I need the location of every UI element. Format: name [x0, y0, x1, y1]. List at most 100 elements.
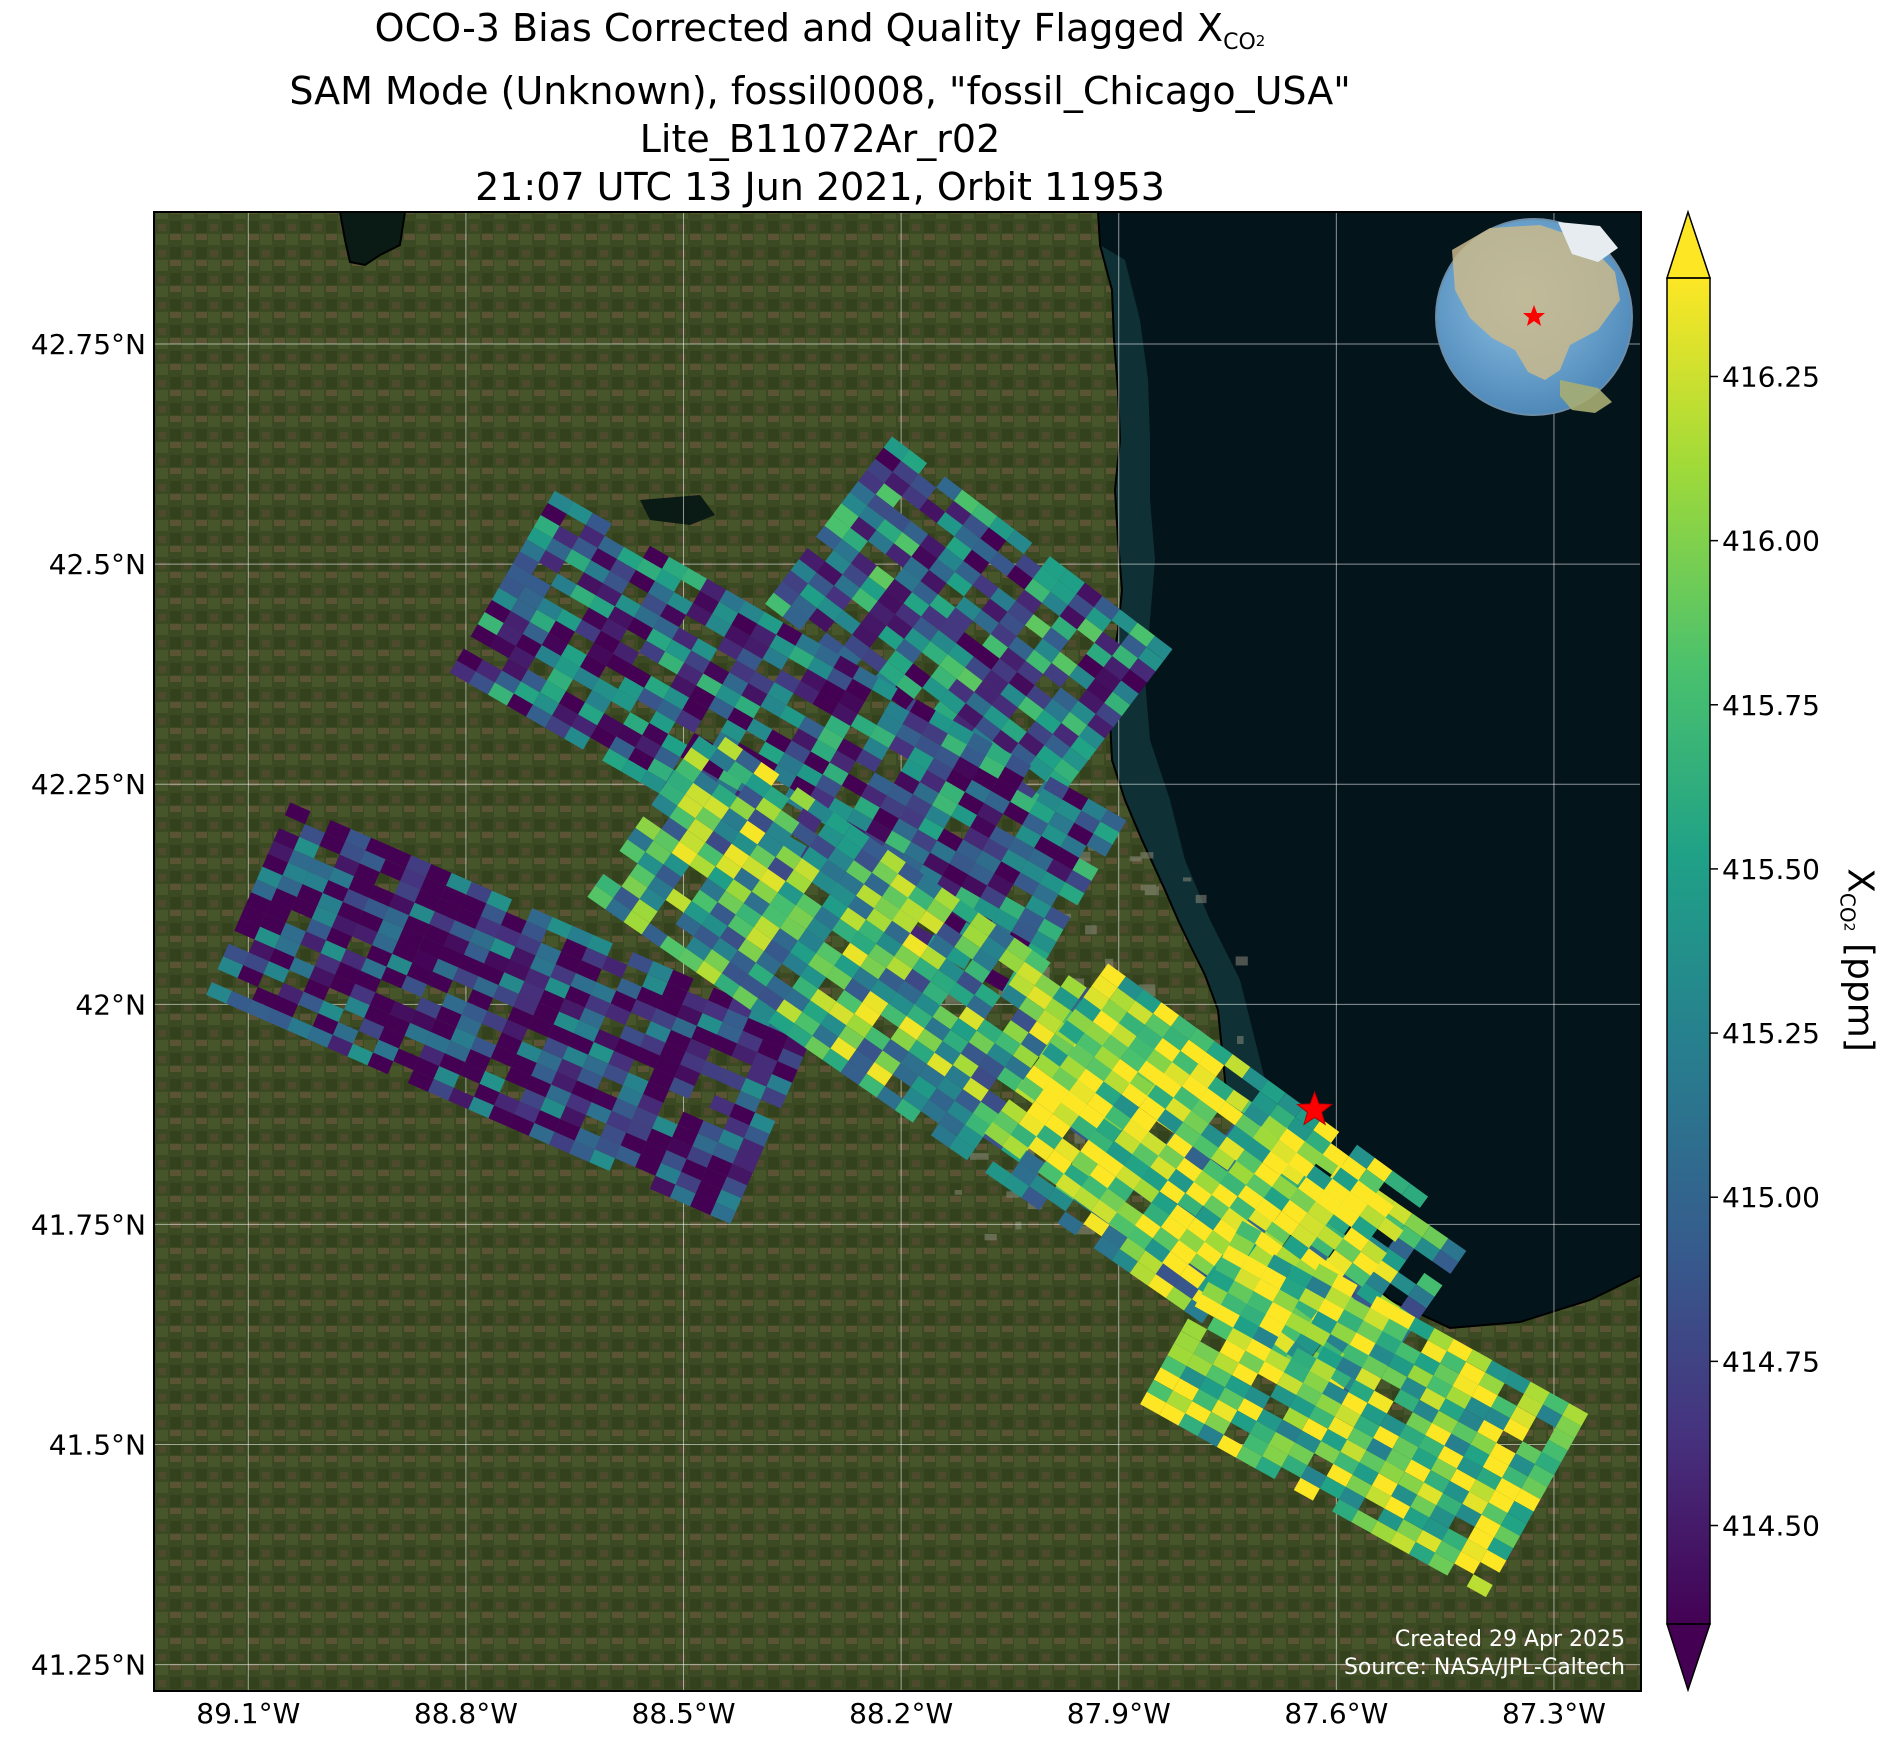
sounding-pixel — [505, 563, 532, 587]
sounding-pixel — [1061, 711, 1088, 737]
sounding-pixel — [765, 592, 792, 618]
inset-globe — [1435, 218, 1633, 416]
sounding-pixel — [869, 724, 896, 749]
sounding-pixel — [578, 524, 605, 548]
sounding-pixel — [526, 908, 553, 930]
sounding-pixel — [298, 991, 324, 1014]
sounding-pixel — [741, 683, 768, 707]
sounding-pixel — [528, 1122, 555, 1145]
sounding-pixel — [351, 923, 378, 946]
sounding-pixel — [1244, 1385, 1271, 1409]
sounding-pixel — [1020, 1032, 1047, 1057]
sounding-pixel — [1514, 1488, 1541, 1512]
sounding-pixel — [1355, 1367, 1382, 1391]
sounding-pixel — [868, 565, 895, 591]
sounding-pixel — [1002, 1134, 1029, 1160]
sounding-pixel — [858, 469, 885, 495]
sounding-pixel — [700, 1060, 726, 1083]
sounding-pixel — [647, 758, 674, 782]
sounding-pixel — [1361, 1355, 1389, 1379]
sounding-pixel — [1012, 1044, 1039, 1069]
sounding-pixel — [1195, 1206, 1222, 1231]
sounding-pixel — [768, 1010, 795, 1035]
sounding-pixel — [239, 905, 266, 927]
sounding-pixel — [750, 998, 777, 1023]
sounding-pixel — [1378, 1460, 1405, 1484]
sounding-pixel — [849, 481, 876, 506]
sounding-pixel — [263, 961, 290, 983]
sounding-pixel — [365, 837, 392, 860]
sounding-pixel — [973, 645, 1000, 670]
sounding-pixel — [1001, 849, 1028, 873]
sounding-pixel — [1018, 997, 1045, 1022]
sounding-pixel — [479, 1070, 506, 1093]
sounding-pixel — [1032, 567, 1059, 592]
sounding-pixel — [1155, 1073, 1182, 1098]
sounding-pixel — [743, 891, 770, 916]
sounding-pixel — [769, 634, 796, 658]
sounding-pixel — [525, 704, 553, 728]
sounding-pixel — [507, 1006, 534, 1029]
sounding-pixel — [1226, 1125, 1253, 1150]
sounding-pixel — [700, 578, 727, 602]
sounding-pixel — [1420, 1340, 1447, 1364]
sounding-pixel — [665, 888, 692, 913]
sounding-pixel — [1081, 798, 1108, 822]
urban-patch — [954, 1190, 962, 1195]
sounding-pixel — [1158, 1144, 1185, 1169]
sounding-pixel — [1432, 1249, 1459, 1274]
sounding-pixel — [363, 897, 389, 920]
sounding-pixel — [1407, 1364, 1434, 1388]
sounding-pixel — [533, 515, 560, 539]
sounding-pixel — [1485, 1360, 1512, 1384]
sounding-pixel — [879, 849, 906, 874]
sounding-pixel — [360, 957, 387, 980]
sounding-pixel — [1437, 1445, 1464, 1469]
sounding-pixel — [964, 959, 991, 984]
sounding-pixel — [1325, 1210, 1353, 1235]
sounding-pixel — [1208, 1269, 1235, 1293]
sounding-pixel — [1433, 1363, 1460, 1387]
sounding-pixel — [267, 840, 294, 863]
sounding-pixel — [339, 841, 366, 864]
sounding-pixel — [890, 1027, 917, 1052]
sounding-pixel — [962, 1077, 989, 1102]
sounding-pixel — [564, 985, 591, 1008]
sounding-pixel — [1045, 1149, 1073, 1174]
sounding-pixel — [810, 739, 837, 763]
sounding-pixel — [1262, 1151, 1289, 1176]
sounding-pixel — [659, 1042, 686, 1065]
sounding-pixel — [862, 990, 889, 1015]
sounding-pixel — [747, 962, 775, 987]
sounding-pixel — [679, 829, 706, 855]
sounding-pixel — [1487, 1537, 1514, 1561]
sounding-pixel — [649, 710, 676, 735]
sounding-pixel — [1445, 1386, 1472, 1410]
sounding-pixel — [639, 1033, 666, 1056]
sounding-pixel — [631, 1106, 658, 1129]
sounding-pixel — [766, 975, 793, 1000]
sounding-pixel — [328, 867, 355, 890]
sounding-pixel — [1247, 1207, 1274, 1232]
sounding-pixel — [237, 965, 264, 987]
sounding-pixel — [1252, 1326, 1279, 1350]
sounding-pixel — [415, 997, 442, 1019]
sounding-pixel — [524, 574, 551, 598]
sounding-pixel — [1390, 1271, 1417, 1296]
sounding-pixel — [286, 1017, 313, 1039]
sounding-pixel — [1028, 1021, 1055, 1046]
sounding-pixel — [661, 734, 688, 758]
sounding-pixel — [1155, 1262, 1182, 1287]
sounding-pixel — [397, 928, 424, 950]
sounding-pixel — [1291, 1223, 1318, 1249]
sounding-pixel — [1446, 1338, 1473, 1362]
sounding-pixel — [1055, 1173, 1082, 1198]
sounding-pixel — [793, 858, 820, 883]
sounding-pixel — [367, 1052, 394, 1075]
sounding-pixel — [1104, 691, 1131, 717]
sounding-pixel — [685, 1038, 712, 1061]
sounding-pixel — [578, 702, 605, 726]
sounding-pixel — [640, 593, 668, 617]
sounding-pixel — [1423, 1470, 1450, 1494]
sounding-pixel — [364, 1005, 390, 1027]
